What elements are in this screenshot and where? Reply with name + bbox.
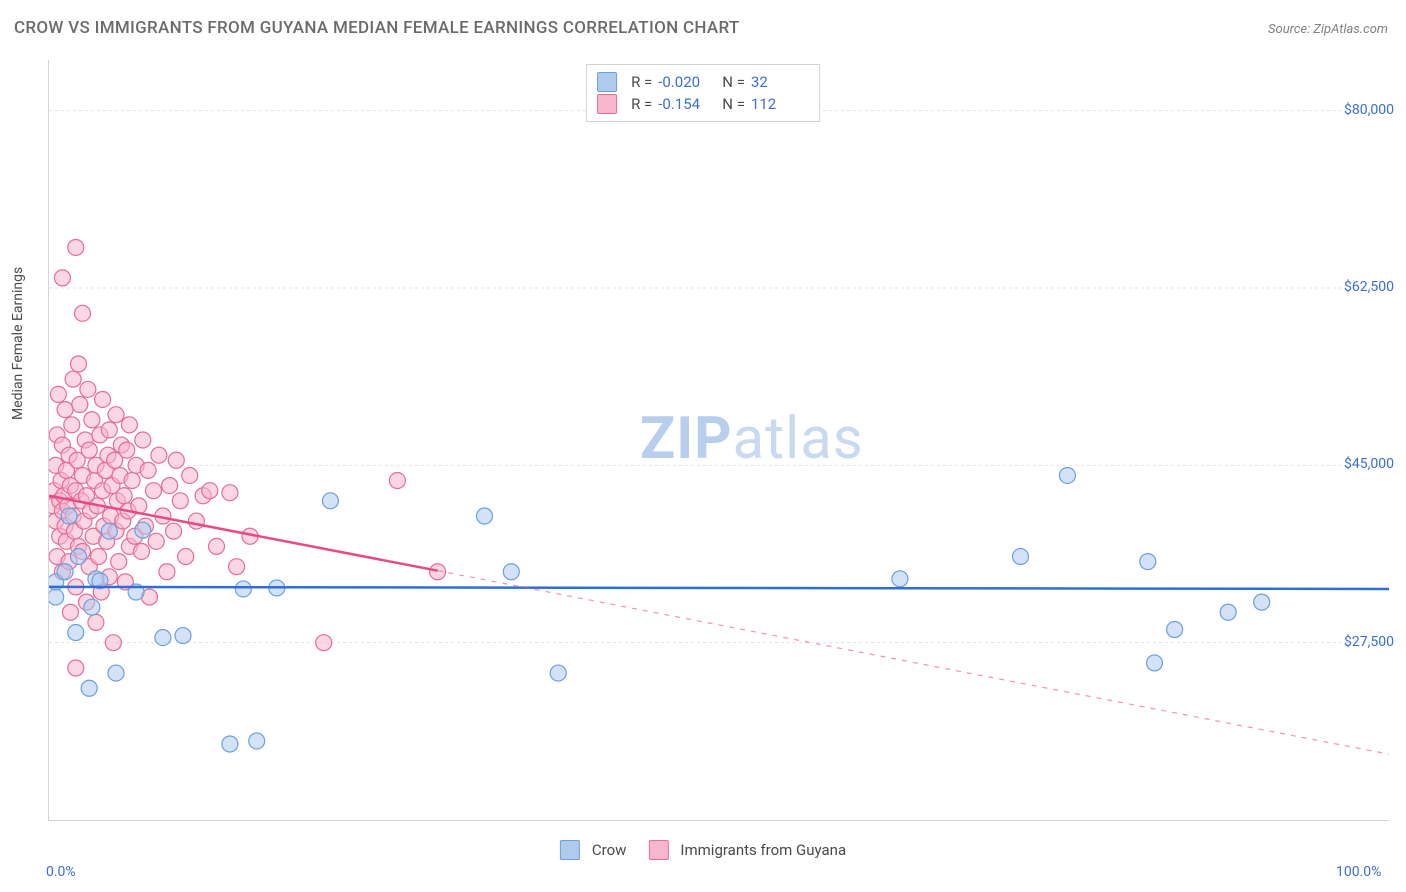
legend-series: Crow Immigrants from Guyana <box>560 840 846 860</box>
legend-swatch-icon <box>648 840 668 860</box>
legend-swatch-icon <box>597 72 617 92</box>
y-tick-label: $80,000 <box>1344 102 1394 118</box>
plot-area <box>48 60 1389 821</box>
chart-svg <box>49 60 1389 820</box>
legend-label: Crow <box>592 841 627 859</box>
x-tick-label: 0.0% <box>46 864 76 880</box>
legend-swatch-icon <box>597 94 617 114</box>
y-tick-label: $45,000 <box>1344 456 1394 472</box>
x-tick-label: 100.0% <box>1336 864 1381 880</box>
y-tick-label: $27,500 <box>1344 634 1394 650</box>
legend-item: Immigrants from Guyana <box>648 840 846 860</box>
legend-swatch-icon <box>560 840 580 860</box>
legend-stat-row: R = -0.020 N = 32 <box>597 71 805 93</box>
legend-stat-row: R = -0.154 N = 112 <box>597 93 805 115</box>
source-label: Source: ZipAtlas.com <box>1268 22 1388 37</box>
y-tick-label: $62,500 <box>1344 279 1394 295</box>
y-axis-label: Median Female Earnings <box>10 267 26 420</box>
chart-title: CROW VS IMMIGRANTS FROM GUYANA MEDIAN FE… <box>14 18 740 38</box>
legend-label: Immigrants from Guyana <box>680 841 846 859</box>
legend-item: Crow <box>560 840 627 860</box>
legend-stats: R = -0.020 N = 32R = -0.154 N = 112 <box>586 64 820 122</box>
